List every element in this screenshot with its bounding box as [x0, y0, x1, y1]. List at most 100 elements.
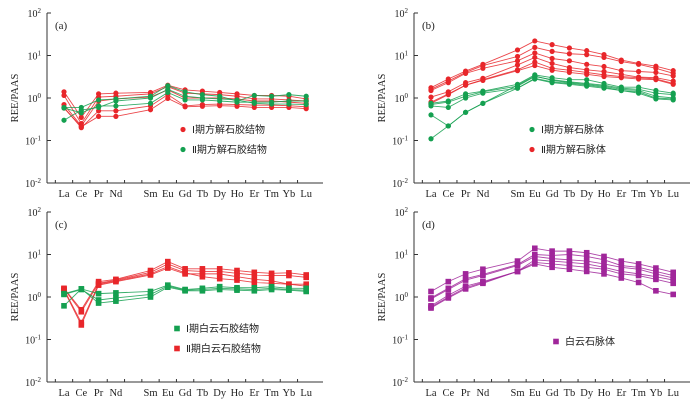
data-point	[165, 265, 171, 271]
data-point	[601, 253, 607, 260]
x-tick-label: Yb	[649, 189, 662, 200]
data-point	[78, 124, 84, 130]
data-point	[95, 300, 102, 306]
data-point	[636, 61, 642, 67]
x-tick-label: Ho	[231, 388, 244, 399]
data-point	[566, 259, 573, 266]
data-point	[251, 279, 258, 286]
series-line	[430, 56, 674, 98]
series-line	[63, 84, 307, 119]
x-tick-label: Ce	[442, 388, 454, 399]
x-tick-label: Yb	[282, 388, 295, 399]
y-tick-label: 100	[28, 291, 42, 304]
x-tick-label: Ho	[231, 189, 244, 200]
series-line	[430, 255, 674, 300]
data-point	[113, 103, 119, 109]
data-point	[636, 68, 642, 75]
data-point	[303, 98, 309, 104]
series-line	[430, 259, 674, 307]
data-point	[113, 278, 119, 285]
data-point	[147, 95, 154, 101]
data-point	[286, 101, 292, 107]
series-line	[430, 40, 674, 89]
data-point	[670, 73, 676, 79]
data-point	[303, 274, 309, 281]
x-tick-label: Tb	[197, 388, 209, 399]
x-tick-label: Ho	[598, 388, 611, 399]
legend-marker	[174, 345, 180, 352]
x-tick-label: Lu	[667, 388, 679, 399]
data-point	[601, 54, 607, 61]
data-point	[601, 257, 607, 263]
panel-label: (c)	[55, 219, 68, 231]
y-tick-label: 10-1	[392, 334, 408, 347]
y-tick-label: 10-2	[392, 177, 408, 190]
data-point	[549, 261, 555, 267]
data-point	[549, 48, 555, 54]
data-point	[480, 266, 486, 273]
data-point	[234, 267, 240, 274]
data-point	[61, 117, 67, 123]
data-point	[251, 287, 258, 294]
series-line	[430, 74, 674, 104]
data-point	[583, 253, 590, 260]
data-point	[234, 97, 240, 103]
series-line	[63, 97, 307, 128]
data-point	[95, 282, 102, 288]
legend-marker	[174, 325, 180, 332]
data-point	[653, 276, 659, 283]
x-tick-label: Er	[616, 189, 626, 200]
x-tick-label: Sm	[143, 388, 157, 399]
data-point	[549, 77, 555, 83]
x-tick-label: Tm	[264, 189, 279, 200]
data-point	[566, 69, 573, 76]
x-tick-label: Pr	[461, 388, 471, 399]
data-point	[566, 262, 573, 269]
series-line	[430, 76, 674, 106]
data-point	[147, 288, 154, 295]
y-tick-label: 10-1	[25, 334, 41, 347]
data-point	[428, 305, 434, 311]
data-point	[532, 261, 538, 267]
data-point	[303, 106, 309, 112]
data-point	[78, 114, 84, 120]
data-point	[61, 105, 67, 111]
y-axis-label: REE/PAAS	[10, 74, 21, 123]
data-point	[566, 248, 573, 254]
data-point	[549, 258, 555, 264]
series-line	[430, 75, 674, 140]
data-point	[601, 271, 607, 277]
data-point	[251, 92, 257, 99]
data-point	[584, 48, 590, 54]
y-tick-label: 102	[395, 7, 409, 20]
data-point	[428, 94, 434, 100]
data-point	[584, 77, 590, 83]
data-point	[445, 278, 452, 285]
data-point	[463, 109, 469, 115]
series-line	[430, 254, 674, 299]
data-point	[583, 261, 590, 267]
series-line	[63, 88, 307, 121]
data-point	[514, 262, 521, 269]
y-tick-label: 10-2	[25, 376, 41, 389]
data-point	[251, 104, 257, 111]
y-tick-label: 101	[28, 249, 42, 262]
data-point	[445, 99, 451, 105]
data-point	[95, 290, 102, 297]
data-point	[566, 58, 573, 64]
data-point	[78, 308, 85, 315]
data-point	[234, 273, 240, 280]
data-point	[566, 45, 573, 51]
x-tick-label: Nd	[109, 388, 123, 399]
data-point	[303, 101, 309, 108]
legend-marker	[529, 126, 535, 133]
data-point	[165, 83, 171, 89]
x-tick-label: Ce	[75, 189, 87, 200]
x-tick-label: Nd	[476, 388, 490, 399]
x-tick-label: Gd	[179, 189, 193, 200]
data-point	[445, 286, 452, 293]
data-point	[251, 276, 258, 283]
y-tick-label: 100	[28, 92, 42, 105]
data-point	[566, 51, 573, 57]
